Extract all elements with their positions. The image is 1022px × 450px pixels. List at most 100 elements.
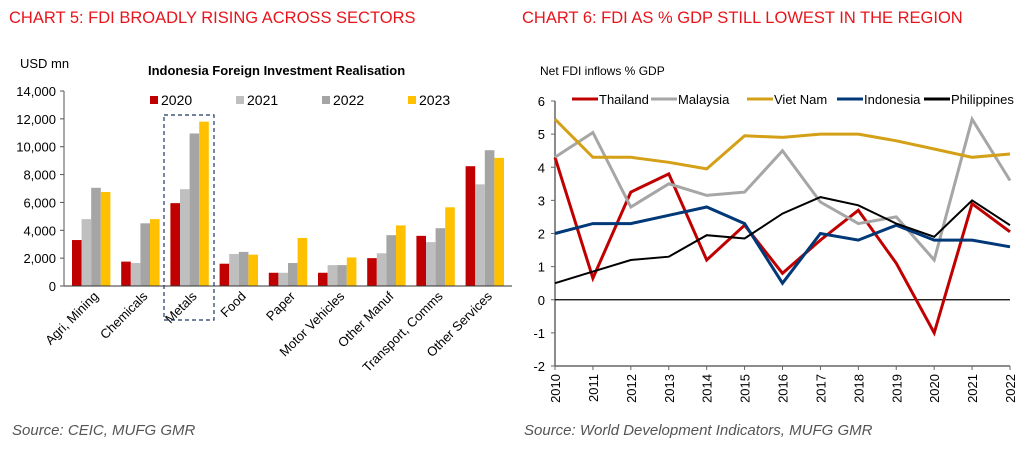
bar-2022 bbox=[484, 150, 495, 286]
bar-chart-title: Indonesia Foreign Investment Realisation bbox=[148, 63, 405, 78]
bar-2022 bbox=[140, 223, 150, 286]
legend-swatch bbox=[322, 96, 330, 104]
bar-2020 bbox=[416, 235, 426, 286]
bar-2023 bbox=[199, 121, 209, 287]
bar-2020 bbox=[170, 203, 180, 286]
bar-2023 bbox=[150, 219, 160, 286]
legend-item-2021: 2021 bbox=[236, 92, 278, 108]
bar-2020 bbox=[121, 261, 131, 286]
line-x-tick-label: 2020 bbox=[927, 374, 942, 403]
bar-y-tick-label: 8,000 bbox=[23, 168, 56, 183]
line-y-tick-label: 6 bbox=[538, 94, 545, 109]
line-x-tick-label: 2010 bbox=[548, 374, 563, 403]
legend-item-2023: 2023 bbox=[408, 92, 450, 108]
series-line-malaysia bbox=[554, 115, 1012, 264]
bar-2021 bbox=[426, 242, 436, 286]
metals-highlight-box bbox=[163, 114, 215, 321]
bar-2020 bbox=[367, 258, 377, 286]
legend-item-2020: 2020 bbox=[150, 92, 192, 108]
bar-2020 bbox=[268, 272, 279, 286]
bar-y-tick-label: 0 bbox=[49, 279, 56, 294]
line-x-tick-label: 2022 bbox=[1003, 374, 1018, 403]
series-line-viet-nam bbox=[553, 118, 1011, 171]
bar-2021 bbox=[130, 263, 141, 286]
bar-y-tick-label: 4,000 bbox=[23, 223, 56, 238]
line-y-tick-label: 5 bbox=[538, 127, 545, 142]
bar-2021 bbox=[81, 219, 92, 286]
legend-label: 2022 bbox=[333, 92, 364, 108]
bar-2023 bbox=[494, 157, 504, 286]
bar-2022 bbox=[91, 187, 101, 286]
line-y-tick-label: 3 bbox=[538, 193, 545, 208]
legend-swatch bbox=[408, 96, 416, 104]
bar-chart: USD mn Indonesia Foreign Investment Real… bbox=[16, 56, 512, 375]
bar-2021 bbox=[180, 189, 190, 286]
bar-2021 bbox=[376, 253, 387, 286]
bar-y-tick-label: 2,000 bbox=[23, 251, 56, 266]
line-x-tick-label: 2017 bbox=[813, 374, 828, 403]
chart6-source: Source: World Development Indicators, MU… bbox=[524, 422, 873, 439]
line-x-tick-label: 2018 bbox=[851, 374, 866, 403]
series-line-thailand bbox=[553, 156, 1011, 337]
legend-label: Indonesia bbox=[864, 92, 921, 107]
bar-y-tick-label: 12,000 bbox=[16, 112, 56, 127]
series-line-philippines bbox=[554, 196, 1011, 285]
legend-label: 2023 bbox=[419, 92, 450, 108]
legend-swatch bbox=[236, 96, 244, 104]
bar-2021 bbox=[278, 272, 288, 286]
bar-2020 bbox=[219, 263, 230, 286]
line-y-tick-label: 1 bbox=[538, 260, 545, 275]
bar-2021 bbox=[475, 184, 485, 286]
bar-2020 bbox=[318, 272, 328, 286]
bar-2023 bbox=[248, 254, 258, 286]
bar-2021 bbox=[327, 265, 338, 286]
line-x-tick-label: 2011 bbox=[586, 374, 601, 402]
legend-item-2022: 2022 bbox=[322, 92, 364, 108]
bar-2023 bbox=[100, 191, 111, 286]
line-x-tick-label: 2015 bbox=[738, 374, 753, 403]
bar-2023 bbox=[396, 225, 406, 286]
legend-label: Viet Nam bbox=[774, 92, 827, 107]
line-y-tick-label: 4 bbox=[538, 160, 545, 175]
bar-y-tick-label: 6,000 bbox=[23, 195, 56, 210]
chart6-heading: CHART 6: FDI AS % GDP STILL LOWEST IN TH… bbox=[522, 9, 963, 27]
legend-label: Thailand bbox=[599, 92, 649, 107]
bar-2022 bbox=[386, 235, 396, 286]
legend-item-thailand: Thailand bbox=[572, 92, 649, 107]
legend-label: 2021 bbox=[247, 92, 278, 108]
line-y-tick-label: 0 bbox=[538, 293, 545, 308]
chart5-heading: CHART 5: FDI BROADLY RISING ACROSS SECTO… bbox=[9, 9, 416, 27]
bar-2022 bbox=[238, 251, 249, 286]
bar-2022 bbox=[288, 263, 298, 286]
line-chart: Net FDI inflows % GDP -2 -1 0 1 2 3 4 5 6 Thaila… bbox=[533, 64, 1018, 403]
bar-2023 bbox=[346, 257, 357, 286]
bar-y-tick-label: 10,000 bbox=[16, 140, 56, 155]
line-x-tick-label: 2016 bbox=[776, 374, 791, 403]
line-y-tick-label: 2 bbox=[538, 227, 545, 242]
legend-swatch bbox=[150, 96, 158, 104]
line-chart-title: Net FDI inflows % GDP bbox=[540, 64, 665, 78]
bar-2020 bbox=[72, 240, 82, 286]
chart5-source: Source: CEIC, MUFG GMR bbox=[12, 422, 196, 439]
line-x-tick-label: 2021 bbox=[965, 374, 980, 403]
bar-2020 bbox=[465, 166, 476, 286]
legend-item-philippines: Philippines bbox=[924, 92, 1014, 107]
bar-2022 bbox=[337, 265, 347, 286]
line-y-tick-label: -2 bbox=[533, 359, 545, 374]
legend-item-malaysia: Malaysia bbox=[651, 92, 730, 107]
legend-label: 2020 bbox=[161, 92, 192, 108]
bar-y-tick-label: 14,000 bbox=[16, 84, 56, 99]
line-x-tick-label: 2012 bbox=[624, 374, 639, 403]
legend-label: Philippines bbox=[951, 92, 1014, 107]
bar-2021 bbox=[229, 253, 239, 286]
bar-2023 bbox=[297, 237, 308, 286]
series-line-indonesia bbox=[554, 205, 1011, 286]
bar-y-axis-label: USD mn bbox=[20, 56, 69, 71]
bar-2022 bbox=[435, 228, 446, 286]
legend-label: Malaysia bbox=[678, 92, 730, 107]
legend-item-indonesia: Indonesia bbox=[837, 92, 921, 107]
line-x-tick-label: 2014 bbox=[700, 374, 715, 403]
line-y-tick-label: -1 bbox=[533, 326, 545, 341]
bar-2023 bbox=[445, 207, 455, 286]
line-x-tick-label: 2013 bbox=[662, 374, 677, 403]
